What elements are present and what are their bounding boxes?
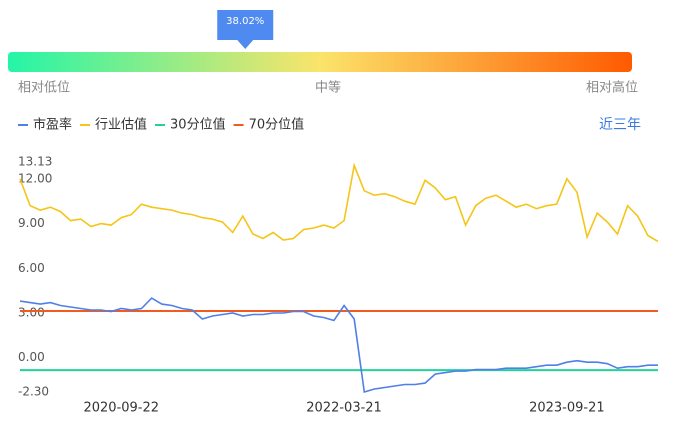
y-tick-label: 3.00 [18, 305, 45, 319]
gauge-label: 相对低位 [18, 81, 70, 96]
series-line [19, 162, 659, 243]
series-line [19, 297, 658, 394]
y-tick-label: 0.00 [18, 350, 45, 364]
legend-label: 市盈率 [33, 117, 72, 133]
y-tick-label: 6.00 [18, 261, 45, 275]
gauge-bar [8, 52, 632, 72]
gauge-label: 中等 [315, 80, 341, 96]
y-tick-label: 9.00 [18, 216, 45, 230]
gauge-marker [217, 10, 274, 49]
legend-label: 行业估值 [95, 117, 147, 133]
range-button[interactable]: 近三年 [599, 117, 641, 133]
gauge-value-label: 38.02% [226, 16, 264, 27]
y-tick-label: 12.00 [18, 171, 52, 185]
x-tick-label: 2023-09-21 [529, 401, 605, 416]
x-tick-label: 2022-03-21 [306, 401, 382, 416]
y-tick-label: 13.13 [18, 155, 52, 169]
y-tick-label: -2.30 [18, 385, 49, 399]
x-tick-label: 2020-09-22 [83, 401, 159, 416]
legend-label: 30分位值 [170, 117, 226, 133]
gauge-label: 相对高位 [586, 80, 638, 96]
legend-label: 70分位值 [249, 117, 305, 133]
